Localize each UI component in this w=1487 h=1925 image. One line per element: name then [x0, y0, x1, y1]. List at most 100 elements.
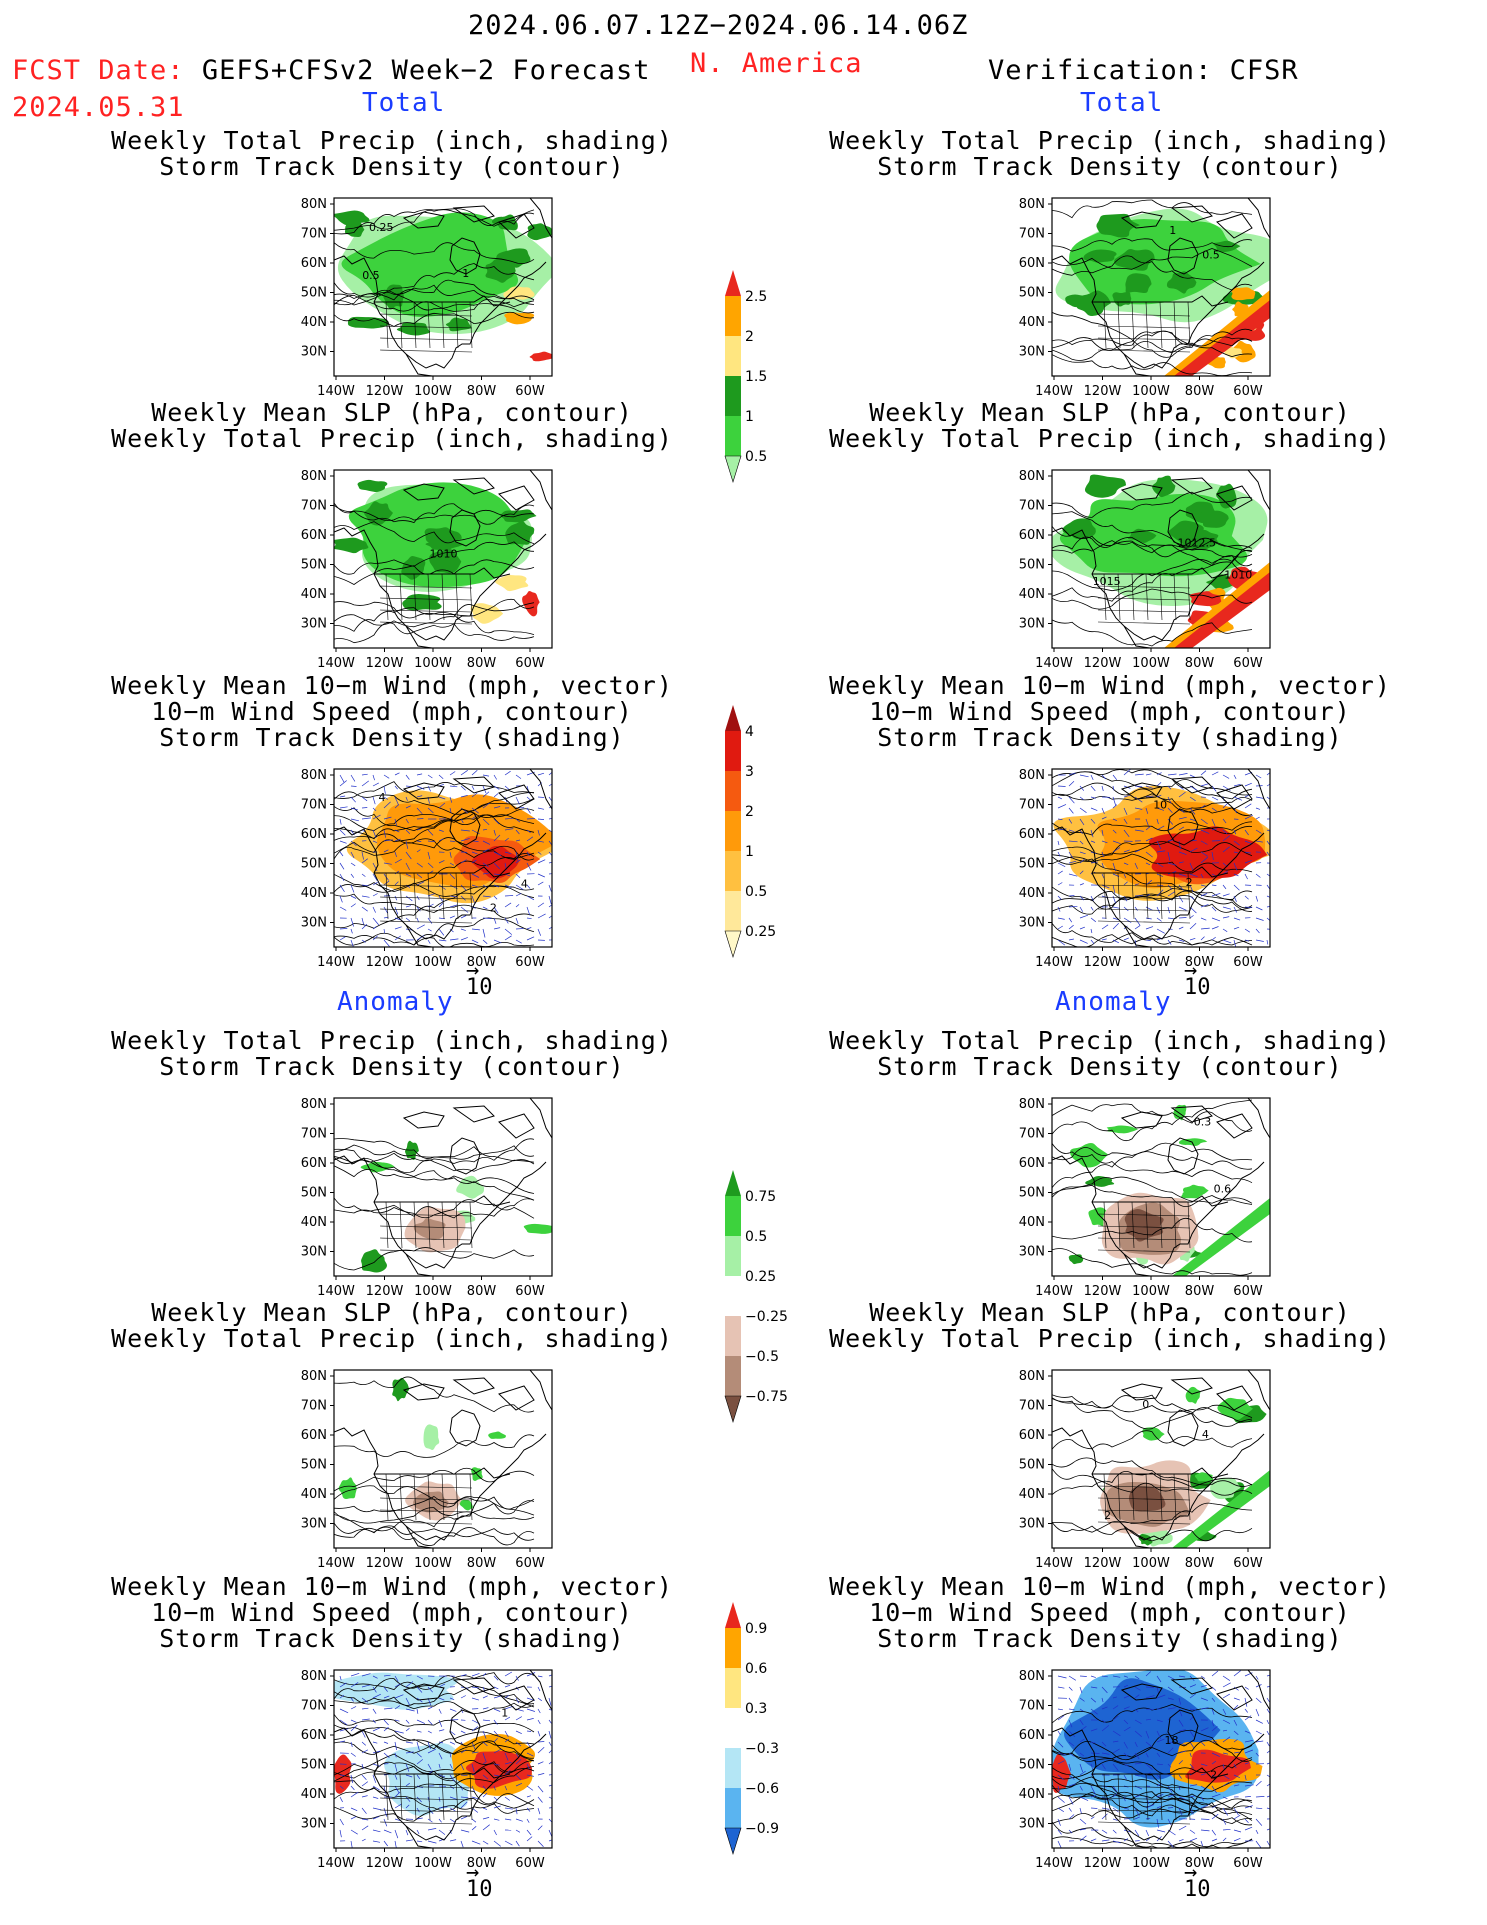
lon-label: 80W — [467, 656, 497, 671]
colorbar-segment — [725, 336, 741, 376]
hudson-bay — [449, 1409, 481, 1447]
mexico-coast — [1123, 1525, 1151, 1548]
colorbar-anomaly-storm: 0.9 0.6 0.3 −0.3 −0.6 −0.9 — [720, 1600, 810, 1856]
colorbar-label: −0.25 — [745, 1309, 788, 1325]
shade-level-heavy — [495, 574, 529, 592]
lon-label: 120W — [1084, 1284, 1122, 1299]
lat-label: 70N — [301, 1699, 327, 1714]
state-boundaries — [379, 1773, 473, 1825]
lon-label: 80W — [1185, 384, 1215, 399]
lon-label: 140W — [317, 656, 355, 671]
lat-label: 80N — [1019, 768, 1045, 783]
lat-label: 80N — [301, 768, 327, 783]
shade-level-3 — [357, 479, 388, 492]
arctic-islands — [402, 205, 535, 239]
map-frame — [1051, 768, 1271, 948]
shade-level-3 — [1114, 248, 1155, 271]
colorbar-label: 0.25 — [745, 924, 776, 940]
colorbar-label: 0.3 — [745, 1701, 767, 1717]
lat-label: 80N — [301, 1669, 327, 1684]
greenland-coast — [529, 1370, 552, 1411]
lat-label: 80N — [1019, 1097, 1045, 1112]
shade-level-3 — [1198, 510, 1229, 528]
lat-label: 80N — [301, 1097, 327, 1112]
lon-label: 60W — [1233, 1856, 1263, 1871]
shade-level-3 — [1206, 574, 1236, 590]
map-panel-anom-verif-wind-storm: 18 2 80N 70N 60N 50N 40N 30N 140W 120W 100W 80W 60W — [1002, 1665, 1287, 1875]
mexico-coast — [1123, 1253, 1151, 1276]
shade-level-3 — [500, 509, 537, 523]
colorbar-segment — [725, 1602, 741, 1628]
lon-label: 80W — [1185, 955, 1215, 970]
wind-vectors — [339, 769, 552, 947]
lat-label: 30N — [1019, 1245, 1045, 1260]
colorbar-segment — [725, 891, 741, 931]
lat-label: 40N — [301, 1215, 327, 1230]
colorbar-svg: 0.75 0.5 0.25 −0.25 −0.5 −0.75 — [724, 1170, 788, 1424]
lon-label: 120W — [366, 656, 404, 671]
map-panel-anom-forecast-slp-precip: 80N 70N 60N 50N 40N 30N 140W 120W 100W 80W 60W — [284, 1365, 569, 1575]
shade-positive — [456, 1175, 485, 1199]
state-boundaries — [379, 872, 473, 924]
lat-label: 30N — [1019, 1817, 1045, 1832]
colorbar-segment — [725, 1668, 741, 1708]
lat-label: 30N — [301, 345, 327, 360]
shading — [346, 790, 552, 904]
map-frame — [1051, 197, 1271, 377]
lon-label: 120W — [1084, 955, 1122, 970]
title-p4: Weekly Mean SLP (hPa, contour) Weekly Tot… — [829, 398, 1391, 453]
coastline — [1052, 255, 1265, 369]
colorbar-segment — [725, 1788, 741, 1828]
shading — [1053, 785, 1270, 901]
colorbar-label: 0.75 — [745, 1189, 776, 1205]
lon-label: 140W — [1035, 1284, 1073, 1299]
map-panel-forecast-slp-precip: 1010 80N 70N 60N 50N 40N 30N 140W 120W 100W 80W 60W — [284, 465, 569, 675]
lat-label: 60N — [301, 1428, 327, 1443]
title-p7: Weekly Total Precip (inch, shading) Storm… — [111, 1026, 673, 1081]
map-svg: 0.25 0.5 1 80N 70N 60N 50N 40N 30N 140W 120W 100W 80… — [301, 197, 553, 399]
lon-label: 120W — [366, 1556, 404, 1571]
map-frame — [333, 1669, 553, 1849]
lat-label: 40N — [1019, 1487, 1045, 1502]
lat-label: 30N — [1019, 916, 1045, 931]
fcst-date: 2024.05.31 — [12, 92, 185, 123]
shade-positive — [1173, 1104, 1187, 1121]
date-range: 2024.06.07.12Z−2024.06.14.06Z — [468, 10, 969, 41]
hudson-bay — [1167, 1137, 1199, 1175]
hudson-bay — [449, 1709, 481, 1747]
state-boundaries — [1097, 1773, 1191, 1825]
title-p8: Weekly Total Precip (inch, shading) Storm… — [829, 1026, 1391, 1081]
contour-label: 2 — [1210, 1768, 1217, 1781]
map-svg: 0.5 1 80N 70N 60N 50N 40N 30N 140W 120W 100W 80W 60W — [1019, 197, 1271, 399]
shade-positive — [360, 1161, 395, 1173]
lat-label: 30N — [301, 916, 327, 931]
lon-label: 100W — [414, 656, 452, 671]
colorbar-segment — [725, 1356, 741, 1396]
contour-label: 1 — [1169, 224, 1176, 237]
lat-label: 70N — [301, 499, 327, 514]
contour-label: 10 — [1153, 799, 1167, 812]
colorbar-storm-density: 4 3 2 1 0.5 0.25 — [720, 703, 810, 959]
us-canada-border — [1092, 1467, 1229, 1479]
lon-label: 100W — [414, 955, 452, 970]
shading — [1068, 1104, 1270, 1276]
shading — [360, 1140, 552, 1273]
lon-label: 140W — [317, 384, 355, 399]
colorbar-segment — [725, 1196, 741, 1236]
lat-label: 40N — [1019, 315, 1045, 330]
us-canada-border — [1092, 1767, 1229, 1779]
map-svg: 1 80N 70N 60N 50N 40N 30N 140W 120W 100W 80W 60W — [301, 1669, 553, 1871]
colorbar-label: 4 — [745, 724, 754, 740]
shade-level-3 — [1096, 213, 1141, 238]
shade-level-3 — [1112, 291, 1132, 307]
lat-label: 40N — [301, 587, 327, 602]
shade-band-positive — [1172, 1470, 1270, 1548]
shade-positive — [1085, 1175, 1115, 1187]
map-panel-anom-forecast-precip-storm: 80N 70N 60N 50N 40N 30N 140W 120W 100W 80W 60W — [284, 1093, 569, 1303]
mexico-coast — [405, 1253, 433, 1276]
contour-lines — [1052, 491, 1253, 647]
section-total-left: Total — [362, 88, 446, 118]
lat-label: 70N — [1019, 227, 1045, 242]
greenland-coast — [529, 470, 552, 511]
colorbar-segment — [725, 1708, 741, 1748]
